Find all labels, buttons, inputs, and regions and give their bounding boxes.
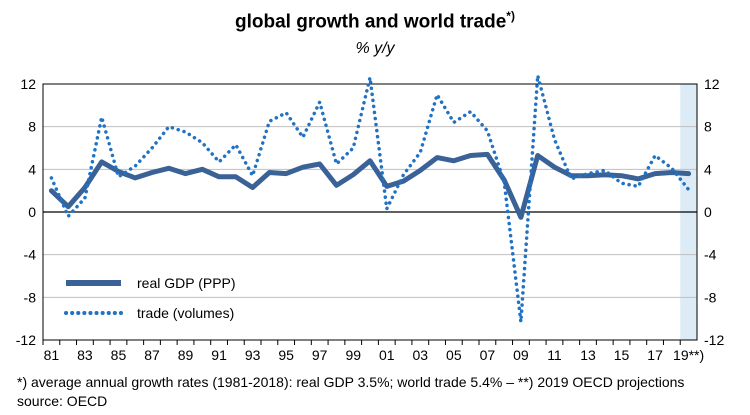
x-tick-label: 05 [446,347,462,363]
x-tick-label: 91 [211,347,227,363]
x-tick-label: 81 [44,347,60,363]
plot-frame [42,83,698,341]
y-tick-label-left: 8 [28,119,36,135]
x-tick-label: 19**) [673,347,704,363]
y-tick-label-right: 0 [704,204,712,220]
y-tick-label-right: -8 [704,289,717,305]
x-tick-label: 87 [144,347,160,363]
gridlines [43,126,697,298]
x-tick-label: 11 [547,347,562,363]
y-tick-label-right: -4 [704,247,717,263]
x-tick-label: 07 [480,347,496,363]
y-tick-label-right: 4 [704,161,712,177]
series-line-gdp [48,151,692,220]
y-tick-label-right: -12 [704,332,724,348]
x-tick-label: 09 [513,347,529,363]
chart-title-text: global growth and world trade [235,11,507,33]
y-tick-label-left: 4 [28,161,36,177]
axes [42,83,698,345]
y-tick-label-right: 12 [704,76,720,92]
x-tick-label: 83 [77,347,93,363]
chart-subtitle: % y/y [355,40,395,57]
chart-plot: -12 -12 -8 -8 -4 -4 0 0 4 4 8 8 12 12 81 83 85 87 89 91 93 95… [16,73,725,363]
y-tick-label-right: 8 [704,119,712,135]
x-tick-label: 17 [647,347,663,363]
chart-title-footnote-mark: *) [506,9,515,23]
x-tick-label: 85 [111,347,127,363]
y-tick-label-left: -8 [24,289,37,305]
x-tick-label: 01 [379,347,395,363]
x-tick-label: 15 [614,347,630,363]
legend-label-gdp: real GDP (PPP) [137,275,236,291]
legend: real GDP (PPP) trade (volumes) [64,275,236,321]
chart-title: global growth and world trade*) [0,9,750,33]
x-tick-label: 89 [178,347,194,363]
x-tick-label: 03 [413,347,429,363]
footnote: *) average annual growth rates (1981-201… [17,374,685,390]
y-tick-label-left: 0 [28,204,36,220]
legend-label-trade: trade (volumes) [137,305,234,321]
x-tick-label: 13 [580,347,596,363]
y-tick-label-left: 12 [20,76,36,92]
x-tick-label: 99 [345,347,361,363]
tick-labels: -12 -12 -8 -8 -4 -4 0 0 4 4 8 8 12 12 81 83 85 87 89 91 93 95… [16,76,725,363]
x-tick-label: 95 [278,347,294,363]
series-layer [48,73,692,324]
y-tick-label-left: -12 [16,332,36,348]
x-tick-label: 97 [312,347,328,363]
x-tick-label: 93 [245,347,261,363]
y-tick-label-left: -4 [24,247,37,263]
source-note: source: OECD [17,393,108,409]
